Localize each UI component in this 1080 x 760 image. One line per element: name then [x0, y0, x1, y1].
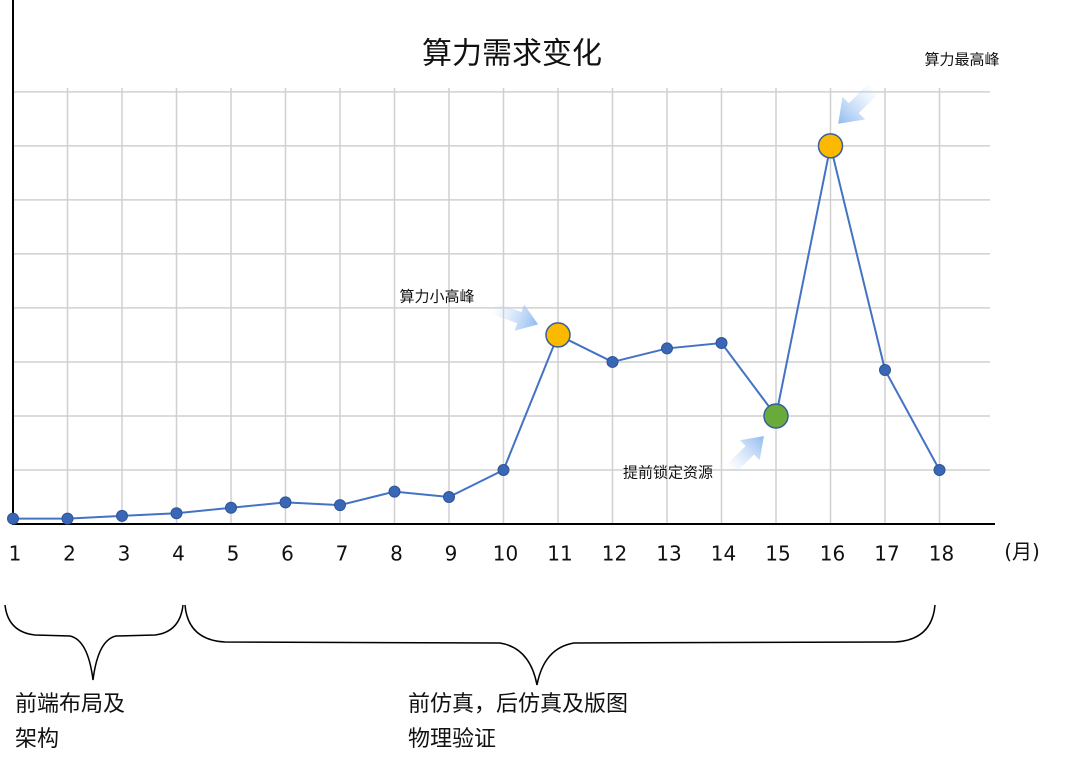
point — [497, 463, 510, 476]
brace — [184, 604, 936, 686]
x-tick-label: 5 — [227, 542, 240, 566]
point — [443, 490, 455, 503]
point — [763, 403, 789, 429]
point — [817, 133, 844, 159]
point — [116, 509, 128, 522]
phase-label: 前仿真，后仿真及版图 — [408, 692, 628, 717]
x-tick-label: 12 — [602, 542, 627, 566]
phase-label: 前端布局及 — [15, 692, 125, 717]
x-tick-label: 17 — [874, 542, 899, 566]
point — [388, 485, 401, 498]
point — [225, 501, 237, 514]
phase-label: 物理验证 — [408, 727, 496, 752]
braces — [4, 604, 936, 686]
x-tick-label: 6 — [281, 542, 294, 566]
annotation: 算力小高峰 — [399, 288, 474, 306]
point — [933, 463, 946, 476]
x-tick-label: 15 — [765, 542, 790, 566]
point — [545, 322, 571, 348]
x-tick-label: 3 — [118, 542, 131, 566]
x-tick-label: 9 — [445, 542, 458, 566]
point — [170, 507, 183, 520]
x-axis-label: (月) — [1004, 540, 1040, 564]
x-tick-label: 7 — [336, 542, 349, 566]
x-tick-label: 13 — [656, 542, 681, 566]
arrow — [490, 302, 539, 331]
phase-label: 架构 — [15, 727, 59, 752]
x-tick-label: 18 — [929, 542, 954, 566]
arrows — [490, 82, 880, 475]
x-tick-label: 2 — [63, 542, 76, 566]
arrow — [725, 436, 764, 475]
x-tick-label: 14 — [711, 542, 736, 566]
point — [334, 499, 346, 512]
point — [715, 337, 728, 350]
brace — [4, 604, 184, 681]
point — [279, 496, 292, 509]
point — [606, 355, 619, 368]
line — [13, 145, 941, 520]
chart-title: 算力需求变化 — [422, 37, 602, 72]
point — [879, 364, 891, 377]
grid — [13, 88, 990, 524]
annotation: 算力最高峰 — [924, 51, 999, 69]
point — [61, 512, 74, 525]
x-tick-label: 10 — [493, 542, 518, 566]
x-tick-label: 1 — [9, 542, 22, 566]
annotation: 提前锁定资源 — [623, 464, 713, 482]
point — [7, 512, 19, 525]
point — [661, 342, 673, 355]
x-tick-label: 8 — [390, 542, 403, 566]
arrow — [838, 82, 880, 124]
x-tick-label: 11 — [547, 542, 572, 566]
x-tick-label: 4 — [172, 542, 185, 566]
x-tick-label: 16 — [820, 542, 845, 566]
